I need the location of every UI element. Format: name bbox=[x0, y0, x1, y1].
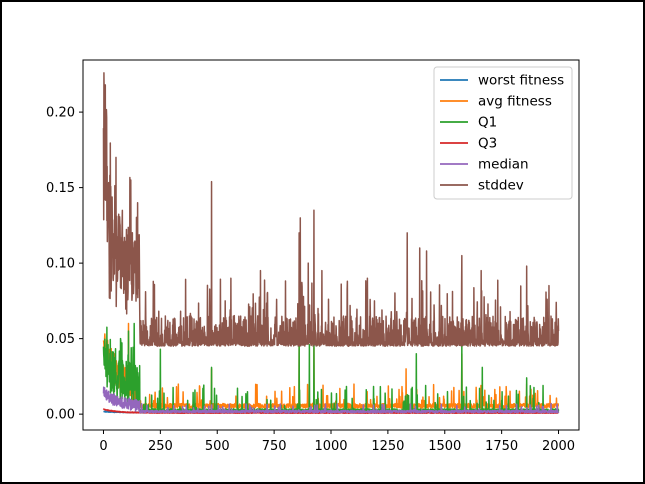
x-tick-label: 1000 bbox=[314, 439, 347, 454]
y-axis: 0.00 0.05 0.10 0.15 0.20 bbox=[46, 106, 83, 423]
series-layer bbox=[102, 72, 560, 414]
series-line-stddev bbox=[102, 72, 560, 347]
y-tick-label: 0.05 bbox=[46, 332, 75, 347]
y-tick-label: 0.10 bbox=[46, 257, 75, 272]
x-tick-label: 1250 bbox=[371, 439, 404, 454]
x-tick-label: 750 bbox=[262, 439, 287, 454]
x-axis: 0 250 500 750 1000 1250 1500 1750 2000 bbox=[99, 430, 575, 454]
legend-box bbox=[433, 66, 573, 200]
legend-entry: worst fitness bbox=[478, 73, 564, 89]
legend-entry: Q1 bbox=[478, 115, 497, 131]
y-tick-label: 0.00 bbox=[46, 408, 75, 423]
legend-entry: avg fitness bbox=[478, 94, 552, 110]
x-tick-label: 1750 bbox=[485, 439, 518, 454]
legend-entry: Q3 bbox=[478, 136, 497, 152]
x-tick-label: 1500 bbox=[428, 439, 461, 454]
x-tick-label: 250 bbox=[148, 439, 173, 454]
x-tick-label: 500 bbox=[205, 439, 230, 454]
y-tick-label: 0.15 bbox=[46, 181, 75, 196]
legend-entry: stddev bbox=[478, 178, 524, 194]
y-tick-label: 0.20 bbox=[46, 106, 75, 121]
legend: worst fitness avg fitness Q1 Q3 median stddev bbox=[433, 66, 573, 200]
x-tick-label: 0 bbox=[99, 439, 107, 454]
legend-entry: median bbox=[478, 157, 529, 173]
x-tick-label: 2000 bbox=[542, 439, 575, 454]
series-line-median bbox=[102, 386, 560, 414]
